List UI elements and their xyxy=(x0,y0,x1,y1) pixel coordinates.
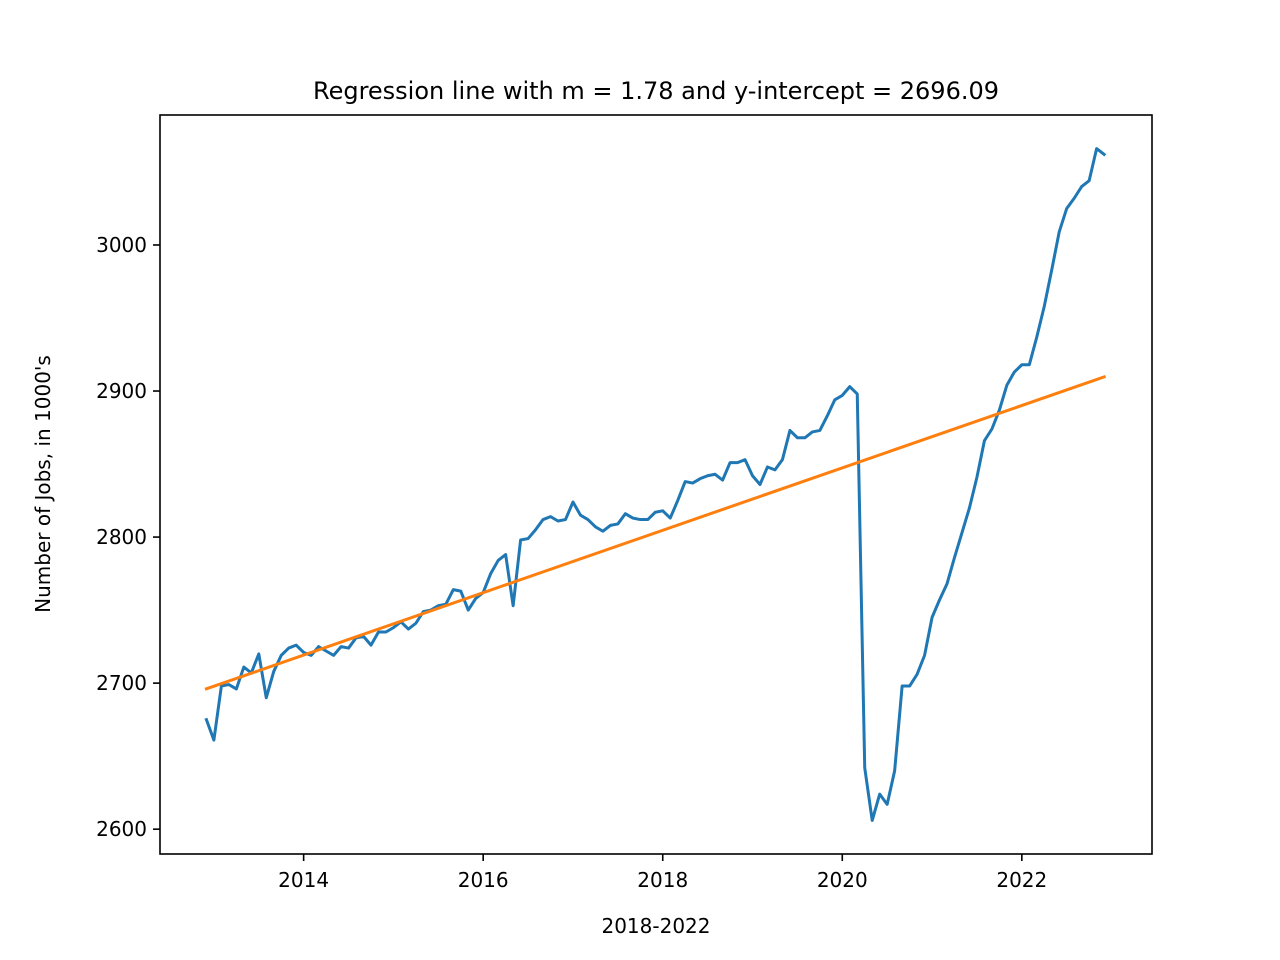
y-tick-label: 3000 xyxy=(96,233,147,257)
x-tick-label: 2018 xyxy=(637,868,688,892)
regression-line xyxy=(204,374,1107,691)
y-axis-ticks: 2600 2700 2800 2900 3000 xyxy=(96,233,160,841)
plot-area xyxy=(204,147,1107,822)
x-tick-label: 2014 xyxy=(278,868,329,892)
x-tick-label: 2016 xyxy=(458,868,509,892)
y-tick-label: 2600 xyxy=(96,817,147,841)
chart-title: Regression line with m = 1.78 and y-inte… xyxy=(313,77,999,105)
y-axis-label: Number of Jobs, in 1000's xyxy=(31,355,55,613)
x-axis-label: 2018-2022 xyxy=(601,914,710,938)
x-tick-label: 2022 xyxy=(996,868,1047,892)
y-tick-label: 2700 xyxy=(96,671,147,695)
x-tick-label: 2020 xyxy=(817,868,868,892)
x-axis-ticks: 2014 2016 2018 2020 2022 xyxy=(278,854,1047,892)
y-tick-label: 2900 xyxy=(96,379,147,403)
axes-frame xyxy=(159,114,1153,855)
y-tick-label: 2800 xyxy=(96,525,147,549)
